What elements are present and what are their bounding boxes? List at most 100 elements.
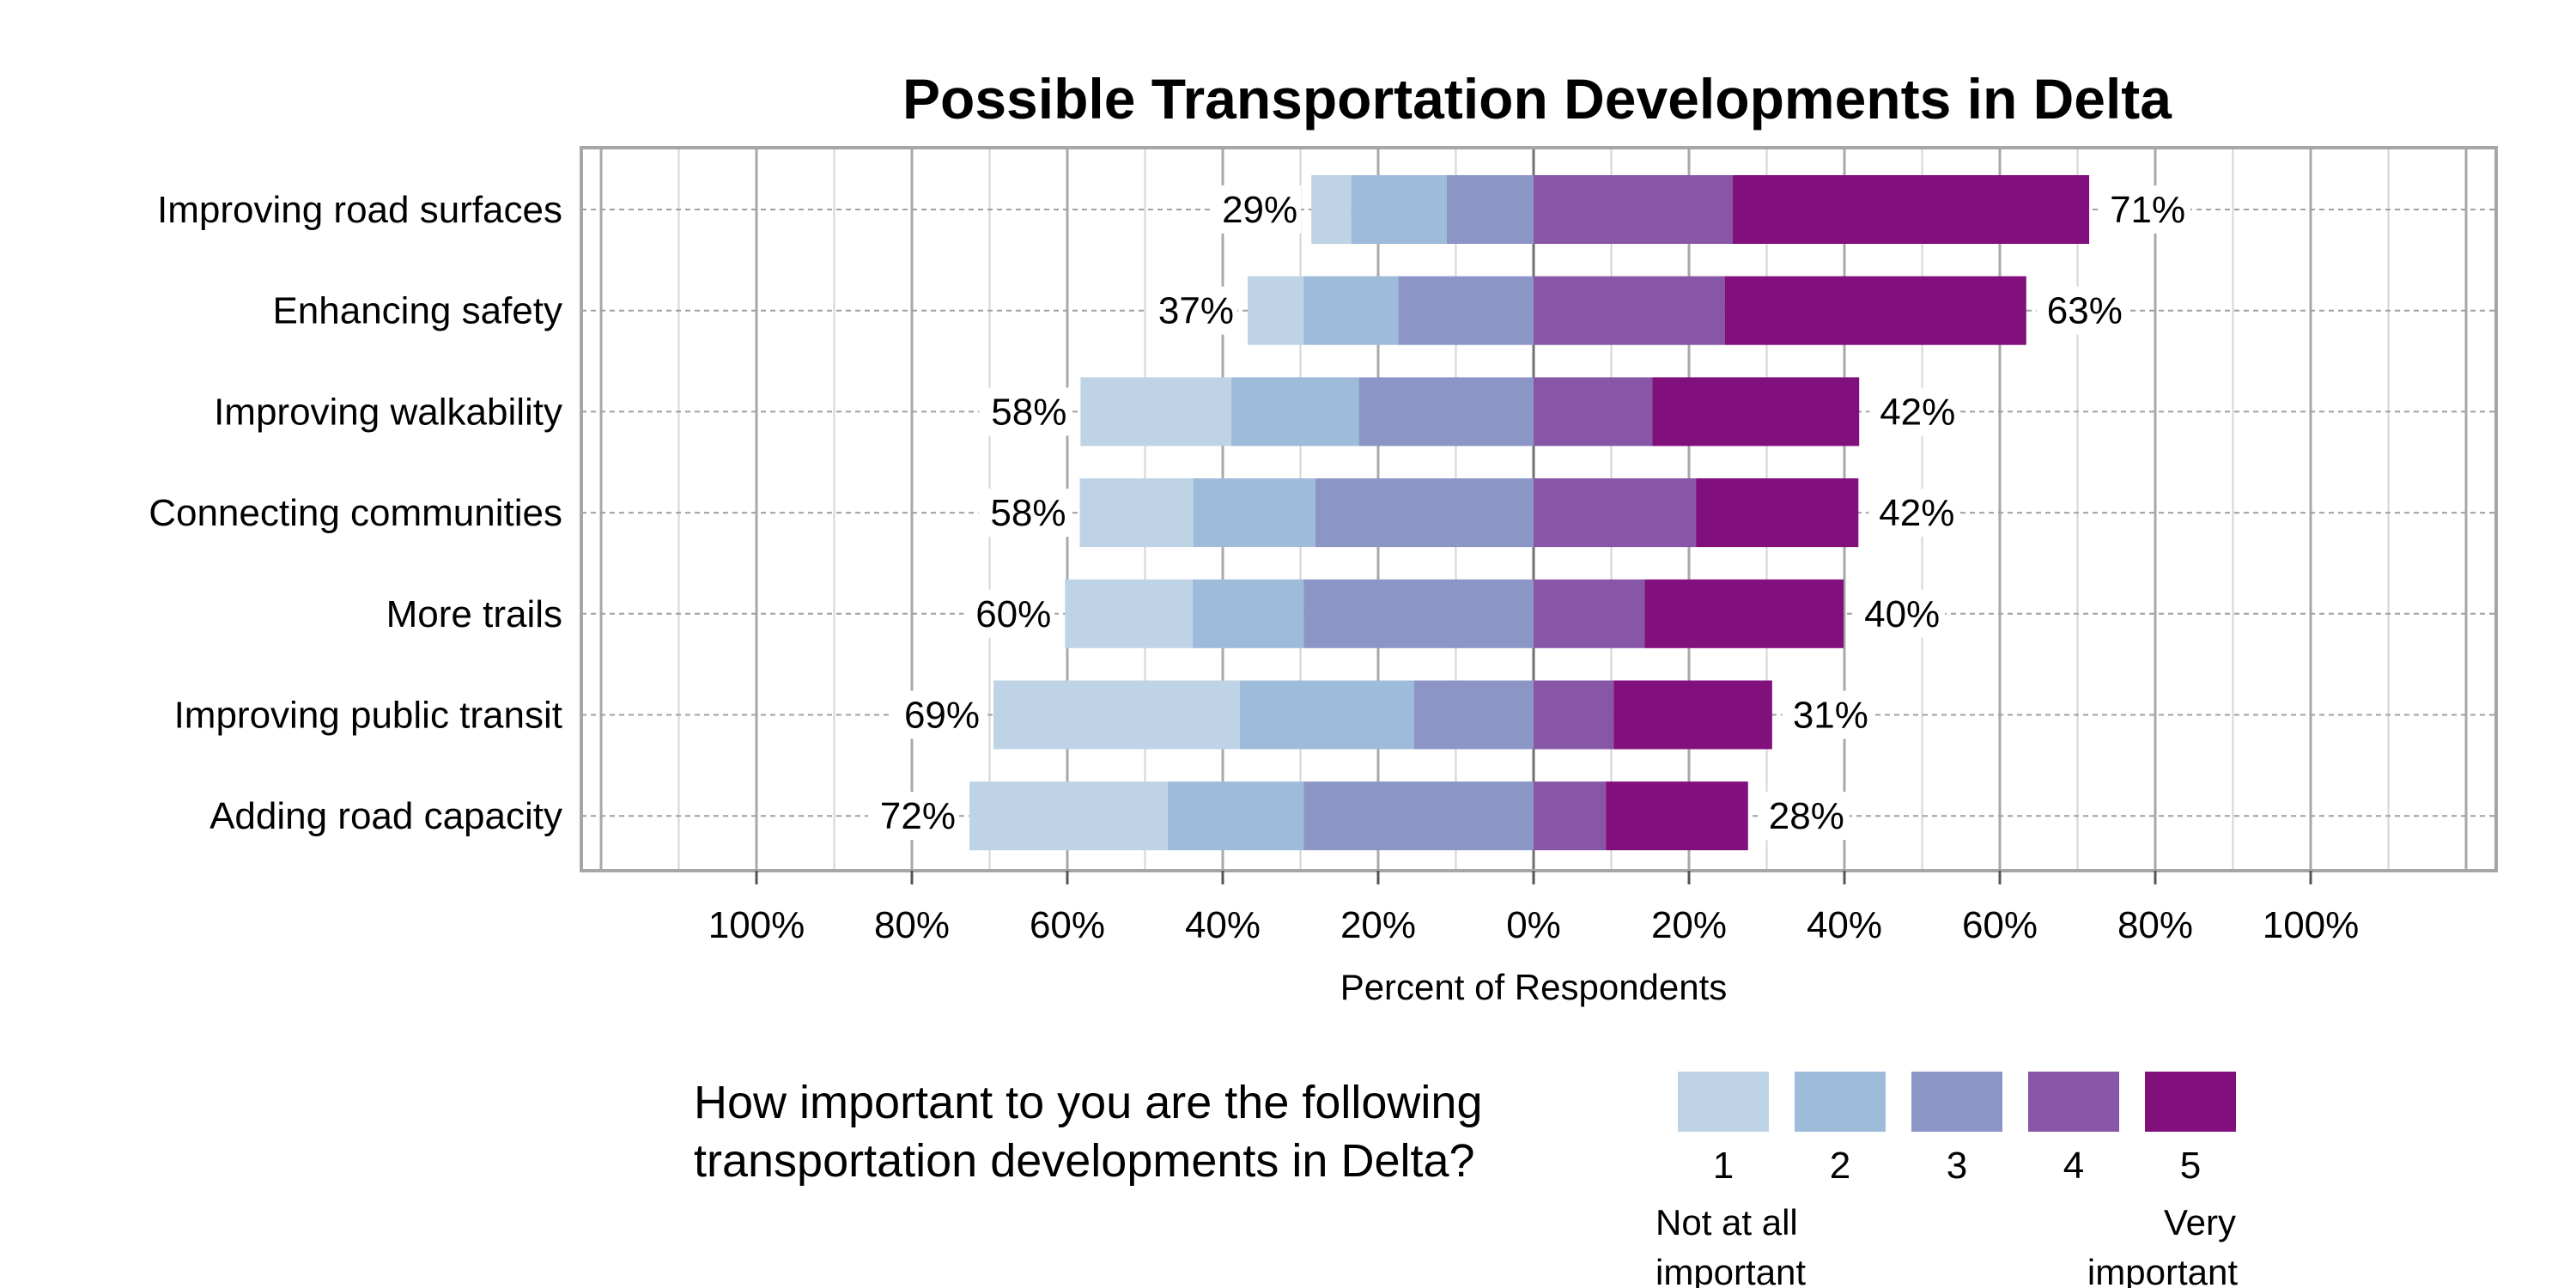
bar-segment-2 <box>1303 276 1399 345</box>
rows: Improving road surfaces 29% 71% Enhancing s… <box>149 175 2191 851</box>
legend-scale-label: 3 <box>1947 1145 1967 1187</box>
label-background <box>1145 286 1237 335</box>
category-label: Improving public transit <box>174 695 562 737</box>
legend-low-anchor-line-1: Not at all <box>1656 1202 1798 1242</box>
legend-high-anchor-line-2: important <box>2087 1252 2238 1288</box>
right-total-label: 63% <box>2047 290 2123 332</box>
label-background <box>1758 792 1850 841</box>
label-background <box>1210 185 1302 234</box>
bar-row: Improving public transit 69% 31% <box>174 680 1874 750</box>
label-background <box>1854 589 1946 638</box>
left-total-label: 58% <box>991 391 1066 433</box>
x-tick-label: 40% <box>1185 904 1261 946</box>
bar-row: Connecting communities 58% 42% <box>149 478 1960 548</box>
label-background <box>978 489 1070 538</box>
bar-segment-2 <box>1230 377 1359 447</box>
bar-segment-1 <box>969 781 1168 851</box>
x-tick-label: 20% <box>1340 904 1416 946</box>
chart-title: Possible Transportation Developments in … <box>902 67 2172 131</box>
label-background <box>963 589 1055 638</box>
right-total-label: 28% <box>1769 795 1844 837</box>
legend-scale-label: 5 <box>2180 1145 2201 1187</box>
label-background <box>2036 286 2128 335</box>
bar-segment-5 <box>1613 680 1772 750</box>
x-tick-label: 20% <box>1651 904 1727 946</box>
bar-segment-2 <box>1167 781 1304 851</box>
category-label: Adding road capacity <box>210 795 562 837</box>
bar-row: Improving walkability 58% 42% <box>214 377 1961 447</box>
bar-segment-1 <box>1080 377 1231 447</box>
x-tick-label: 80% <box>2117 904 2193 946</box>
category-label: More trails <box>386 593 562 635</box>
right-total-label: 31% <box>1793 695 1868 737</box>
label-background <box>1868 489 1960 538</box>
category-label: Improving road surfaces <box>157 189 562 231</box>
bar-segment-2 <box>1351 175 1447 244</box>
right-total-label: 40% <box>1864 593 1940 635</box>
legend-swatch-5 <box>2145 1072 2236 1132</box>
legend-swatch-4 <box>2028 1072 2119 1132</box>
bar-segment-3 <box>1398 276 1534 345</box>
bar-segment-1 <box>1079 478 1194 548</box>
plot-frame <box>580 146 2498 872</box>
bar-row: More trails 60% 40% <box>386 579 1946 648</box>
bar-segment-2 <box>1239 680 1414 750</box>
label-background <box>1782 690 1874 739</box>
bar-segment-1 <box>1065 579 1193 648</box>
bar-segment-1 <box>1311 175 1352 244</box>
label-background <box>892 690 984 739</box>
bar-row: Enhancing safety 37% 63% <box>272 276 2128 345</box>
bar-segment-3 <box>1413 680 1534 750</box>
right-total-label: 42% <box>1879 492 1954 534</box>
bar-segment-5 <box>1644 579 1844 648</box>
category-label: Connecting communities <box>149 492 562 534</box>
legend-scale-label: 4 <box>2063 1145 2084 1187</box>
bar-segment-3 <box>1303 579 1534 648</box>
left-total-label: 58% <box>990 492 1066 534</box>
bar-segment-5 <box>1724 276 2026 345</box>
x-tick-label: 100% <box>708 904 805 946</box>
left-total-label: 72% <box>880 795 956 837</box>
left-total-label: 37% <box>1158 290 1234 332</box>
bar-segment-5 <box>1732 175 2090 244</box>
left-total-label: 69% <box>904 695 980 737</box>
right-total-label: 42% <box>1880 391 1955 433</box>
right-total-label: 71% <box>2110 189 2185 231</box>
bar-segment-3 <box>1358 377 1534 447</box>
x-tick-label: 0% <box>1506 904 1561 946</box>
left-total-label: 29% <box>1222 189 1297 231</box>
left-total-label: 60% <box>975 593 1051 635</box>
x-tick-label: 80% <box>874 904 950 946</box>
bar-segment-5 <box>1696 478 1859 548</box>
bar-segment-4 <box>1534 579 1645 648</box>
x-tick-label: 100% <box>2263 904 2360 946</box>
bar-segment-4 <box>1534 680 1614 750</box>
bar-segment-4 <box>1534 478 1697 548</box>
legend: How important to you are the following t… <box>694 1072 2238 1288</box>
legend-swatch-2 <box>1795 1072 1886 1132</box>
category-label: Improving walkability <box>214 391 562 433</box>
bar-segment-3 <box>1446 175 1534 244</box>
x-tick-label: 60% <box>1962 904 2038 946</box>
label-background <box>867 792 959 841</box>
bar-segment-4 <box>1534 276 1725 345</box>
x-tick-label: 60% <box>1030 904 1105 946</box>
bar-segment-1 <box>993 680 1240 750</box>
x-axis-label: Percent of Respondents <box>1340 967 1728 1007</box>
bar-segment-4 <box>1534 781 1607 851</box>
bar-segment-3 <box>1303 781 1534 851</box>
x-tick-label: 40% <box>1807 904 1882 946</box>
legend-question-line-1: How important to you are the following <box>694 1077 1482 1128</box>
bar-segment-2 <box>1193 478 1315 548</box>
bar-row: Adding road capacity 72% 28% <box>210 781 1850 851</box>
legend-low-anchor-line-2: important <box>1656 1252 1806 1288</box>
bar-segment-4 <box>1534 377 1653 447</box>
bar-segment-5 <box>1606 781 1748 851</box>
label-background <box>2099 185 2191 234</box>
bar-segment-1 <box>1247 276 1304 345</box>
bar-segment-3 <box>1315 478 1534 548</box>
legend-high-anchor-line-1: Very <box>2164 1202 2236 1242</box>
label-background <box>1869 387 1961 436</box>
legend-scale-label: 2 <box>1830 1145 1850 1187</box>
